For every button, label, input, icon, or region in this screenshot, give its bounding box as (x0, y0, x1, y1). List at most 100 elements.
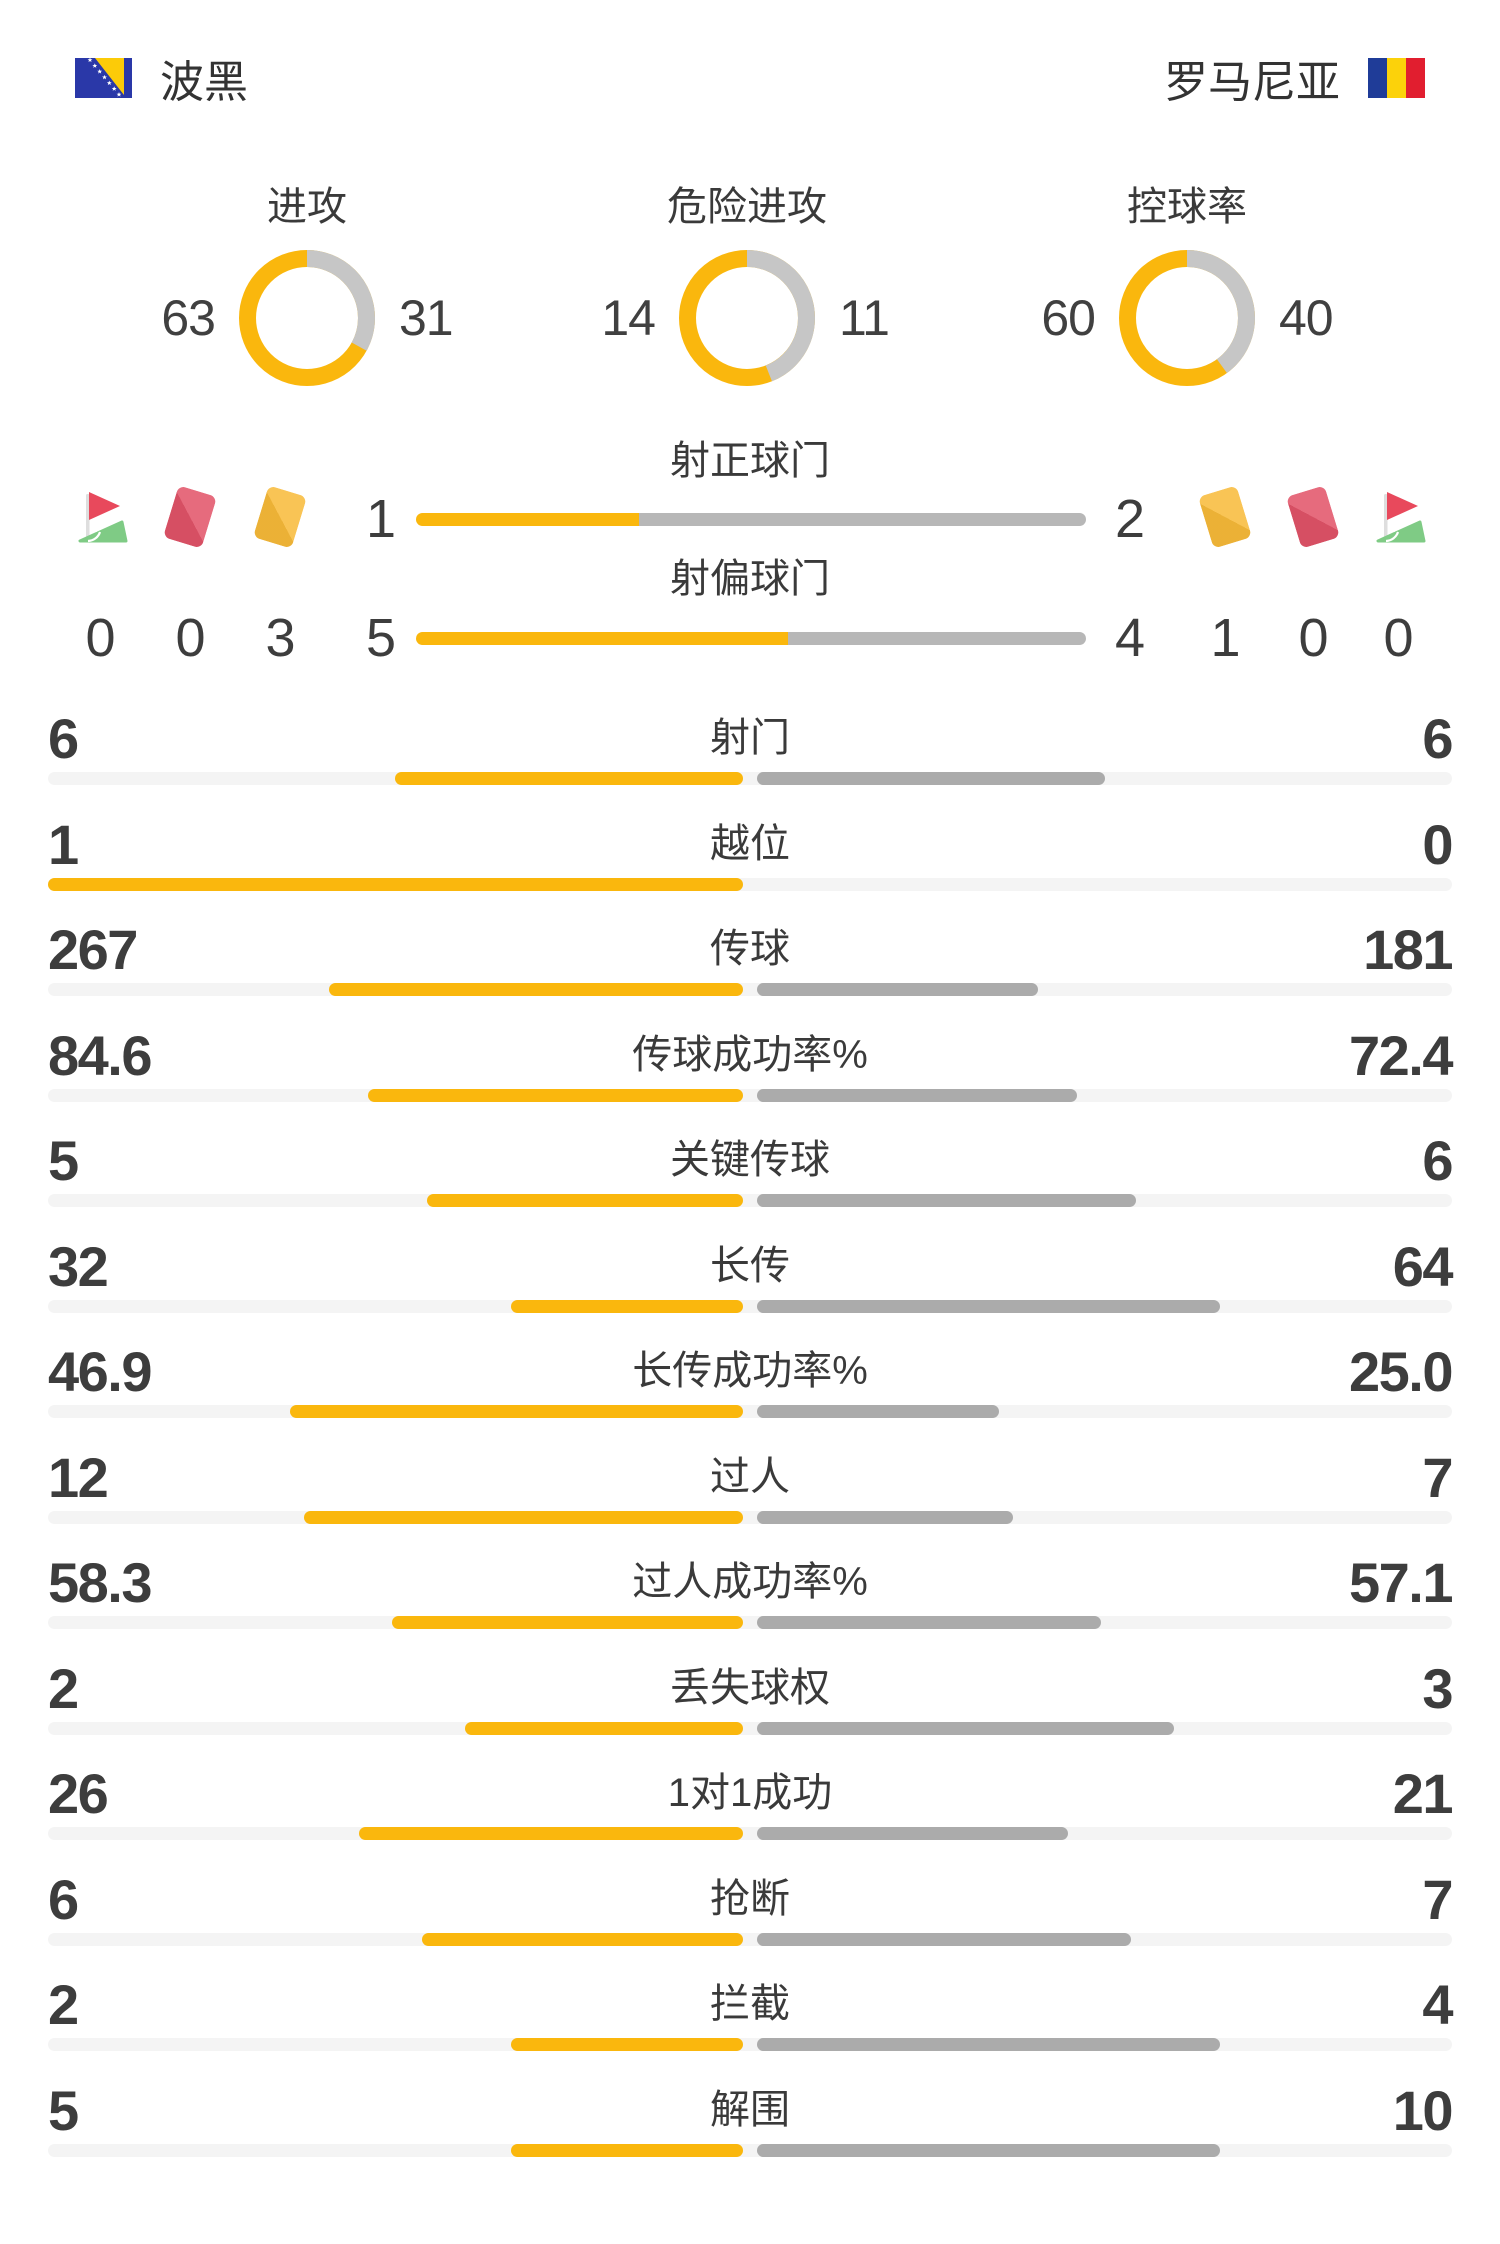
donut-away-value: 31 (399, 290, 454, 346)
stat-bar-away (757, 983, 1038, 996)
stat-home-value: 5 (48, 2078, 79, 2142)
stat-label: 过人 (710, 1454, 790, 1499)
shots-off-target-bar-away (788, 632, 1086, 645)
stat-home-value: 267 (48, 918, 138, 981)
stat-bar-away (757, 1932, 1131, 1946)
header: 波黑 罗马尼亚 (75, 52, 1425, 107)
stat-bar-away (757, 1721, 1174, 1735)
yellow-cards-home-value: 3 (265, 608, 295, 668)
stat-row: 2 丢失球权 3 (48, 1656, 1453, 1756)
stat-row: 12 过人 7 (48, 1445, 1453, 1545)
stat-bar-home (359, 1827, 743, 1840)
stat-bar-home (427, 1194, 743, 1207)
stat-label: 射门 (710, 716, 790, 760)
corner-flag-icon-home (72, 486, 128, 548)
donut-charts-section: 进攻 63 31 危险进攻 14 11 控球率 60 40 (87, 184, 1407, 386)
stat-bar-track (48, 1405, 1452, 1418)
stat-away-value: 72.4 (1349, 1023, 1454, 1087)
shots-on-target-bar-home (416, 513, 640, 526)
donut-chart: 进攻 63 31 (87, 184, 527, 386)
stat-away-value: 64 (1392, 1234, 1454, 1298)
stat-away-value: 6 (1422, 707, 1453, 770)
stat-row: 1 越位 0 (48, 812, 1453, 912)
stat-label: 1对1成功 (667, 1771, 833, 1815)
stat-label: 抢断 (710, 1876, 790, 1921)
stat-bar-away (757, 1405, 999, 1418)
stat-row: 26 1对1成功 21 (48, 1762, 1454, 1861)
stat-home-value: 46.9 (48, 1340, 153, 1403)
stat-label: 关键传球 (670, 1138, 830, 1182)
donut-home-value: 60 (1041, 290, 1096, 346)
donut-chart: 控球率 60 40 (967, 184, 1407, 386)
stat-bar-away (757, 2038, 1220, 2051)
stat-bar-track (48, 877, 1452, 891)
shots-off-target-home-value: 5 (365, 608, 396, 668)
shots-off-target-bar (416, 632, 1086, 645)
stat-bar-home (511, 1299, 743, 1313)
stat-away-value: 21 (1392, 1762, 1454, 1825)
team-away-name: 罗马尼亚 (1164, 58, 1340, 107)
stat-bar-home (511, 2038, 743, 2051)
stat-away-value: 7 (1422, 1445, 1453, 1509)
shots-off-target-label: 射偏球门 (670, 557, 830, 601)
donut-ring (679, 250, 815, 386)
stat-row: 46.9 长传成功率% 25.0 (48, 1340, 1454, 1439)
stat-bar-track (48, 1510, 1452, 1524)
donut-label: 进攻 (267, 185, 347, 229)
donut-ring (1119, 250, 1255, 386)
bosnia-flag-icon (75, 58, 132, 98)
stat-row: 267 传球 181 (48, 918, 1453, 1017)
yellow-card-icon-home (252, 485, 308, 549)
stat-home-value: 26 (48, 1762, 109, 1825)
stat-bar-home (290, 1405, 743, 1418)
yellow-card-icon-away (1197, 485, 1253, 549)
stat-bar-away (757, 2143, 1220, 2157)
stat-home-value: 84.6 (48, 1023, 153, 1087)
stat-row: 6 射门 6 (48, 707, 1453, 806)
stat-label: 传球成功率% (632, 1032, 868, 1077)
stat-bar-home (304, 1510, 743, 1524)
stat-away-value: 25.0 (1349, 1340, 1454, 1403)
stat-label: 过人成功率% (632, 1560, 868, 1604)
stat-bar-track (48, 1088, 1452, 1102)
stat-away-value: 0 (1422, 812, 1453, 876)
stat-bar-home (329, 983, 743, 996)
yellow-cards-away-value: 1 (1210, 608, 1240, 668)
stat-away-value: 181 (1363, 918, 1453, 981)
stat-home-value: 2 (48, 1973, 79, 2036)
red-card-icon-home (162, 485, 218, 549)
stat-bar-home (422, 1932, 743, 1946)
stat-home-value: 6 (48, 707, 79, 770)
shots-on-target-bar-away (639, 513, 1086, 526)
red-card-icon-away (1285, 485, 1341, 549)
stat-home-value: 6 (48, 1867, 79, 1931)
stat-away-value: 57.1 (1349, 1551, 1454, 1614)
shots-off-target-bar-home (416, 632, 789, 645)
shots-on-target-label: 射正球门 (670, 439, 830, 483)
stat-home-value: 12 (48, 1445, 109, 1509)
team-home: 波黑 (75, 46, 248, 110)
stat-bar-track (48, 1194, 1452, 1207)
stat-away-value: 4 (1422, 1973, 1453, 2036)
stat-home-value: 2 (48, 1656, 79, 1720)
donut-away-value: 11 (839, 290, 890, 346)
stat-bar-home (368, 1088, 743, 1102)
stat-away-value: 3 (1422, 1656, 1453, 1720)
stat-bar-away (757, 772, 1105, 785)
red-cards-home-value: 0 (175, 608, 205, 668)
shots-on-target-bar (416, 513, 1086, 526)
stat-bar-home (392, 1616, 743, 1629)
stat-bar-track (48, 772, 1452, 785)
corners-away-value: 0 (1383, 608, 1413, 668)
donut-away-value: 40 (1279, 290, 1334, 346)
romania-flag-icon (1368, 58, 1425, 98)
stat-label: 解围 (710, 2087, 790, 2132)
stat-bar-track (48, 1299, 1452, 1313)
stat-bar-track (48, 1616, 1452, 1629)
stat-away-value: 7 (1422, 1867, 1453, 1931)
stat-bar-track (48, 1721, 1452, 1735)
shots-on-target-home-value: 1 (365, 489, 396, 549)
donut-home-value: 14 (601, 290, 656, 346)
corner-flag-icon-away (1370, 486, 1426, 548)
